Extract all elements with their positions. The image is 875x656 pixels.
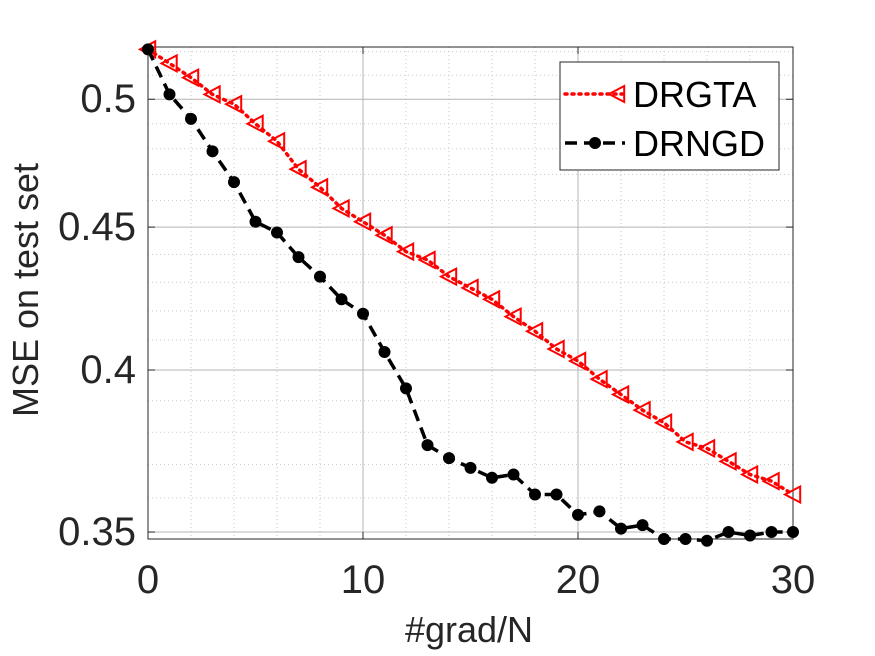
point-drngd — [228, 176, 240, 189]
point-drgta — [374, 225, 393, 245]
legend-item-drngd: DRNGD — [565, 123, 765, 164]
point-drngd — [378, 345, 391, 358]
point-drgta — [460, 278, 479, 298]
point-drngd — [249, 215, 262, 228]
legend-item-drgta: DRGTA — [563, 74, 756, 115]
point-drgta — [739, 464, 759, 485]
point-drngd — [593, 505, 606, 518]
y-tick-labels: 0.35 0.4 0.45 0.5 — [58, 77, 136, 554]
point-drngd — [787, 526, 799, 539]
legend-label-drgta: DRGTA — [633, 74, 756, 115]
point-drgta — [223, 94, 243, 114]
series-line-drgta — [146, 47, 795, 497]
point-drgta — [782, 484, 802, 505]
point-drgta — [288, 159, 307, 179]
point-drgta — [395, 241, 415, 262]
point-drngd — [271, 226, 283, 239]
y-tick-label: 0.4 — [80, 348, 136, 392]
legend: DRGTA DRNGD — [559, 61, 780, 171]
y-tick-label: 0.5 — [80, 77, 136, 121]
x-tick-label: 20 — [556, 558, 601, 602]
point-drgta — [159, 53, 178, 74]
point-drgta — [180, 67, 200, 88]
point-drgta — [331, 198, 350, 219]
point-drgta — [524, 321, 544, 341]
y-tick-label: 0.35 — [58, 510, 136, 554]
point-drngd — [314, 270, 326, 283]
point-drgta — [546, 339, 565, 359]
point-drgta — [481, 289, 501, 309]
legend-marker-drngd — [589, 137, 601, 149]
point-drngd — [550, 488, 563, 501]
x-tick-label: 0 — [137, 558, 159, 602]
point-drngd — [292, 251, 305, 264]
series-drngd — [142, 43, 799, 547]
point-drgta — [610, 384, 630, 405]
series-layer — [137, 39, 802, 547]
point-drngd — [572, 508, 584, 521]
point-drgta — [589, 369, 608, 389]
x-tick-label: 30 — [771, 558, 816, 602]
y-tick-label: 0.45 — [58, 205, 136, 249]
point-drngd — [464, 461, 477, 474]
point-drngd — [636, 519, 649, 532]
x-tick-label: 10 — [341, 558, 386, 602]
point-drgta — [503, 306, 522, 327]
point-drngd — [335, 293, 348, 306]
legend-label-drngd: DRNGD — [633, 123, 765, 164]
point-drngd — [163, 88, 176, 101]
point-drngd — [507, 468, 520, 481]
point-drngd — [722, 526, 735, 539]
point-drngd — [185, 112, 197, 125]
point-drgta — [653, 413, 673, 433]
point-drgta — [696, 438, 716, 458]
point-drgta — [202, 84, 221, 105]
point-drngd — [400, 382, 412, 395]
point-drngd — [658, 533, 670, 545]
point-drgta — [352, 212, 372, 232]
legend-marker-drgta — [606, 84, 626, 104]
point-drngd — [679, 533, 692, 545]
plot-frame — [147, 46, 794, 540]
y-axis-title: MSE on test set — [5, 163, 46, 417]
legend-box — [559, 61, 780, 171]
point-drngd — [615, 522, 627, 535]
series-drgta — [137, 39, 802, 505]
point-drgta — [718, 451, 737, 471]
point-drgta — [417, 250, 436, 270]
point-drngd — [142, 43, 154, 56]
point-drngd — [744, 529, 756, 542]
x-axis-title: #grad/N — [405, 609, 533, 650]
point-drngd — [765, 526, 778, 539]
point-drngd — [206, 145, 219, 158]
point-drngd — [443, 452, 455, 465]
point-drgta — [761, 471, 780, 491]
point-drgta — [266, 131, 286, 151]
point-drgta — [245, 114, 264, 134]
point-drgta — [309, 177, 329, 197]
point-drngd — [529, 488, 541, 501]
point-drgta — [567, 351, 587, 371]
point-drngd — [486, 471, 498, 484]
point-drgta — [438, 266, 458, 287]
point-drgta — [675, 432, 694, 452]
x-tick-labels: 0 10 20 30 — [137, 558, 815, 602]
point-drgta — [632, 400, 651, 420]
point-drngd — [421, 439, 434, 452]
point-drngd — [701, 534, 713, 547]
point-drngd — [357, 307, 369, 320]
